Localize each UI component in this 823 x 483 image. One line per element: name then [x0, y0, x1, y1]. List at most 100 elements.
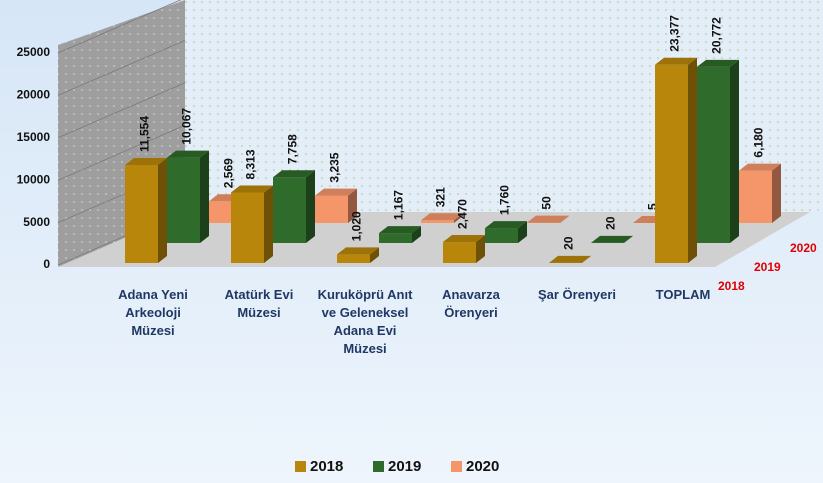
- value-label: 1,020: [350, 211, 364, 241]
- bar-front: [167, 157, 200, 243]
- bar-side: [264, 185, 273, 263]
- bar-front: [379, 233, 412, 243]
- legend-label: 2019: [388, 458, 421, 475]
- bar-front: [315, 195, 348, 223]
- bar: [167, 150, 209, 243]
- bar-top: [655, 57, 697, 65]
- bar-side: [306, 170, 315, 243]
- bar-side: [772, 163, 781, 223]
- value-label: 3,235: [328, 152, 342, 182]
- bar-top: [527, 215, 569, 223]
- bar: [231, 185, 273, 263]
- bar-top: [549, 255, 591, 263]
- bar-top: [379, 226, 421, 234]
- bar-side: [476, 235, 485, 263]
- bar-side: [688, 57, 697, 264]
- bar: [315, 188, 357, 223]
- bar-side: [370, 247, 379, 263]
- bar: [527, 215, 569, 223]
- bar-top: [231, 185, 273, 193]
- value-label: 23,377: [668, 15, 682, 52]
- bar-side: [582, 255, 591, 263]
- grid-line: [57, 82, 186, 139]
- bar: [273, 170, 315, 243]
- depth-label: 2020: [790, 241, 817, 255]
- y-tick-label: 25000: [17, 45, 51, 59]
- bar-top: [739, 163, 781, 171]
- value-label: 2,470: [456, 199, 470, 229]
- y-tick-label: 0: [43, 257, 50, 271]
- value-label: 321: [434, 187, 448, 207]
- bar-top: [273, 170, 315, 178]
- depth-label: 2018: [718, 279, 745, 293]
- x-tick-label: TOPLAM: [655, 287, 711, 302]
- bar-front: [125, 165, 158, 263]
- bar: [421, 213, 463, 223]
- bar-front: [273, 177, 306, 243]
- bar-front: [697, 66, 730, 243]
- bar-side: [412, 226, 421, 243]
- bar-front: [739, 170, 772, 223]
- legend-label: 2018: [310, 458, 343, 475]
- y-tick-label: 15000: [17, 130, 51, 144]
- value-label: 8,313: [244, 149, 258, 179]
- legend-swatch: [373, 461, 384, 472]
- bar: [549, 255, 591, 263]
- value-label: 20: [562, 236, 576, 250]
- bar-front: [443, 242, 476, 263]
- value-label: 5: [646, 203, 660, 210]
- bar-top: [443, 235, 485, 243]
- y-tick-label: 10000: [17, 172, 51, 186]
- bar-side: [518, 221, 527, 243]
- bar: [337, 247, 379, 263]
- depth-label: 2019: [754, 260, 781, 274]
- bar-side: [560, 215, 569, 223]
- bar: [379, 226, 421, 243]
- legend-swatch: [295, 461, 306, 472]
- bar-front: [655, 64, 688, 264]
- x-tick-label: Kuruköprü Anıt ve Geleneksel Adana Evi M…: [317, 287, 413, 356]
- grid-line: [57, 124, 186, 181]
- bar: [485, 221, 527, 243]
- bar-top: [125, 158, 167, 166]
- value-label: 1,760: [498, 185, 512, 215]
- bar-top: [315, 188, 357, 196]
- value-label: 50: [540, 196, 554, 210]
- bar-side: [348, 188, 357, 223]
- bar-side: [200, 150, 209, 243]
- value-label: 10,067: [180, 108, 194, 145]
- bar: [443, 235, 485, 263]
- bar: [655, 57, 697, 264]
- y-tick-label: 20000: [17, 88, 51, 102]
- bar: [591, 235, 633, 243]
- grid-line: [57, 40, 186, 96]
- bar-top: [697, 59, 739, 67]
- bar-top: [591, 235, 633, 243]
- bar-side: [454, 213, 463, 223]
- value-label: 2,569: [222, 158, 236, 188]
- bar-front: [337, 254, 370, 263]
- x-tick-label: Anavarza Örenyeri: [442, 287, 500, 320]
- value-label: 11,554: [138, 116, 152, 152]
- bar-top: [421, 213, 463, 221]
- bar-front: [485, 228, 518, 243]
- bar: [739, 163, 781, 223]
- value-label: 20: [604, 216, 618, 230]
- bar-top: [337, 247, 379, 255]
- value-label: 7,758: [286, 134, 300, 164]
- bar-side: [730, 59, 739, 243]
- bar: [125, 158, 167, 263]
- bar: [697, 59, 739, 243]
- value-label: 1,167: [392, 190, 406, 220]
- bar-front: [421, 220, 454, 223]
- x-tick-label: Şar Örenyeri: [537, 287, 617, 302]
- legend-label: 2020: [466, 458, 499, 475]
- y-tick-label: 5000: [23, 215, 50, 229]
- bar-side: [624, 235, 633, 243]
- value-label: 6,180: [752, 127, 766, 157]
- legend-swatch: [451, 461, 462, 472]
- x-tick-label: Atatürk Evi Müzesi: [224, 287, 294, 320]
- x-tick-label: Adana Yeni Arkeoloji Müzesi: [118, 287, 188, 338]
